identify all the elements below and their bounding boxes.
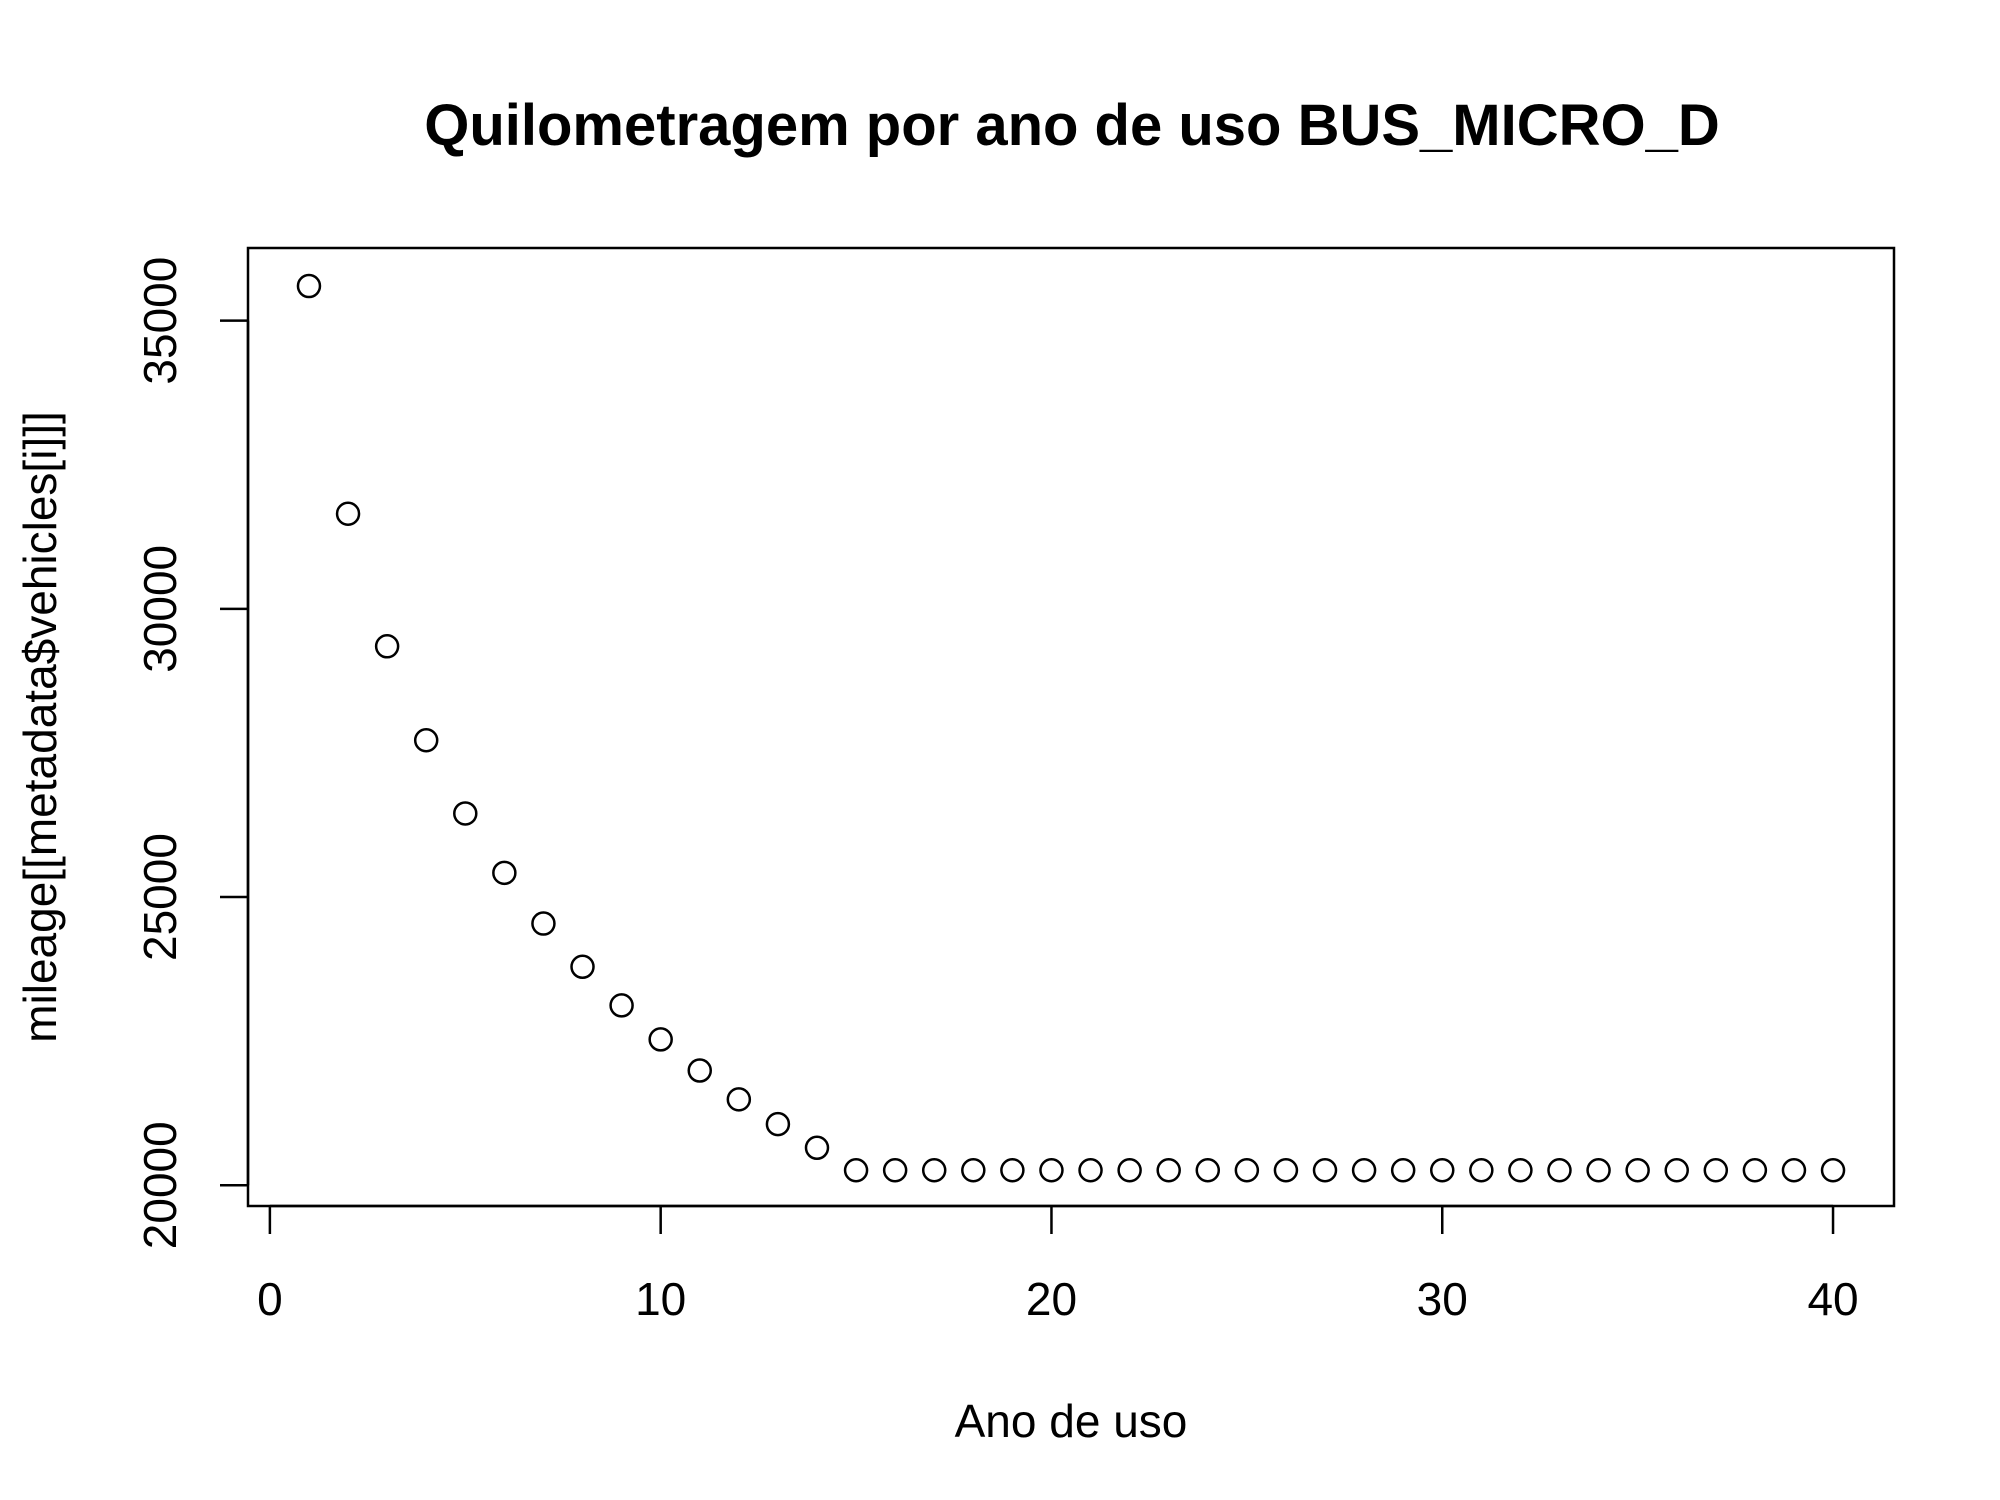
- y-tick-label: 25000: [134, 833, 186, 961]
- data-point: [648, 1027, 673, 1052]
- data-point: [1351, 1158, 1377, 1183]
- data-point: [1390, 1158, 1416, 1183]
- y-tick-label: 35000: [134, 257, 186, 385]
- data-point: [1273, 1158, 1299, 1183]
- data-point: [1000, 1158, 1025, 1183]
- data-point: [296, 273, 322, 299]
- data-point: [804, 1135, 830, 1161]
- data-point: [1508, 1158, 1533, 1183]
- plot-area-frame: [246, 246, 1896, 1208]
- y-tick-label: 30000: [134, 545, 186, 673]
- y-axis: 20000 25000 30000 35000: [134, 257, 250, 1249]
- data-point: [374, 634, 400, 659]
- x-axis: 0 10 20 30 40: [257, 1204, 1859, 1325]
- data-point: [1156, 1158, 1181, 1183]
- x-tick-label: 40: [1807, 1273, 1858, 1325]
- data-point: [413, 728, 439, 753]
- x-tick-label: 30: [1417, 1273, 1468, 1325]
- data-point: [1117, 1158, 1142, 1183]
- data-point: [882, 1158, 908, 1183]
- data-point: [1469, 1158, 1494, 1183]
- data-point: [765, 1111, 791, 1137]
- data-points: [296, 273, 1846, 1183]
- data-point: [1234, 1158, 1260, 1183]
- data-point: [921, 1158, 947, 1183]
- data-point: [1625, 1158, 1650, 1183]
- data-point: [1820, 1158, 1846, 1183]
- data-point: [1039, 1158, 1064, 1183]
- x-axis-label: Ano de uso: [955, 1395, 1188, 1447]
- x-tick-label: 10: [635, 1273, 686, 1325]
- data-point: [453, 801, 478, 826]
- data-point: [492, 860, 517, 886]
- data-point: [961, 1158, 986, 1183]
- data-point: [531, 911, 556, 936]
- y-tick-label: 20000: [134, 1121, 186, 1249]
- data-point: [687, 1058, 713, 1083]
- data-point: [1312, 1158, 1338, 1183]
- data-point: [726, 1087, 752, 1112]
- data-point: [335, 501, 361, 526]
- x-tick-label: 0: [257, 1273, 283, 1325]
- data-point: [1664, 1158, 1689, 1183]
- data-point: [1078, 1158, 1103, 1183]
- data-point: [1703, 1158, 1729, 1183]
- data-point: [570, 954, 595, 980]
- chart-title: Quilometragem por ano de uso BUS_MICRO_D: [424, 93, 1720, 158]
- data-point: [1195, 1158, 1221, 1183]
- data-point: [1742, 1158, 1768, 1183]
- data-point: [1547, 1158, 1572, 1183]
- x-tick-label: 20: [1026, 1273, 1077, 1325]
- data-point: [1781, 1158, 1807, 1183]
- data-point: [843, 1158, 869, 1183]
- data-point: [1429, 1158, 1455, 1183]
- data-point: [609, 993, 634, 1018]
- data-point: [1586, 1158, 1611, 1183]
- y-axis-label: mileage[[metadata$vehicles[i]]]: [14, 411, 66, 1043]
